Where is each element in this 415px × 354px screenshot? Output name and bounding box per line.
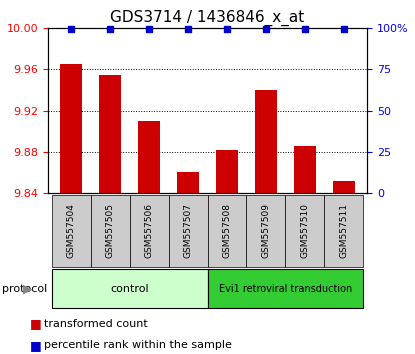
Bar	[325, 195, 364, 267]
Text: percentile rank within the sample: percentile rank within the sample	[44, 340, 232, 350]
Bar	[177, 172, 199, 193]
Text: transformed count: transformed count	[44, 319, 147, 329]
Bar	[255, 90, 277, 193]
Bar	[61, 64, 82, 193]
Bar	[138, 121, 160, 193]
Bar	[294, 145, 316, 193]
Text: GSM557504: GSM557504	[66, 204, 76, 258]
Bar	[129, 195, 168, 267]
Text: ■: ■	[29, 318, 41, 330]
Bar	[208, 269, 364, 308]
Text: GSM557511: GSM557511	[339, 204, 349, 258]
Text: ▶: ▶	[23, 282, 33, 295]
Bar	[247, 195, 286, 267]
Text: ■: ■	[29, 339, 41, 352]
Bar	[51, 195, 90, 267]
Text: GSM557509: GSM557509	[261, 204, 271, 258]
Bar	[333, 181, 354, 193]
Bar	[51, 269, 208, 308]
Text: control: control	[110, 284, 149, 293]
Bar	[216, 150, 238, 193]
Text: protocol: protocol	[2, 284, 47, 293]
Text: GSM557505: GSM557505	[105, 204, 115, 258]
Text: GSM557510: GSM557510	[300, 204, 310, 258]
Text: GSM557508: GSM557508	[222, 204, 232, 258]
Bar	[90, 195, 129, 267]
Text: GSM557506: GSM557506	[144, 204, 154, 258]
Bar	[168, 195, 208, 267]
Text: GSM557507: GSM557507	[183, 204, 193, 258]
Bar	[99, 75, 121, 193]
Bar	[208, 195, 247, 267]
Title: GDS3714 / 1436846_x_at: GDS3714 / 1436846_x_at	[110, 9, 305, 25]
Bar	[286, 195, 325, 267]
Text: Evi1 retroviral transduction: Evi1 retroviral transduction	[219, 284, 352, 293]
